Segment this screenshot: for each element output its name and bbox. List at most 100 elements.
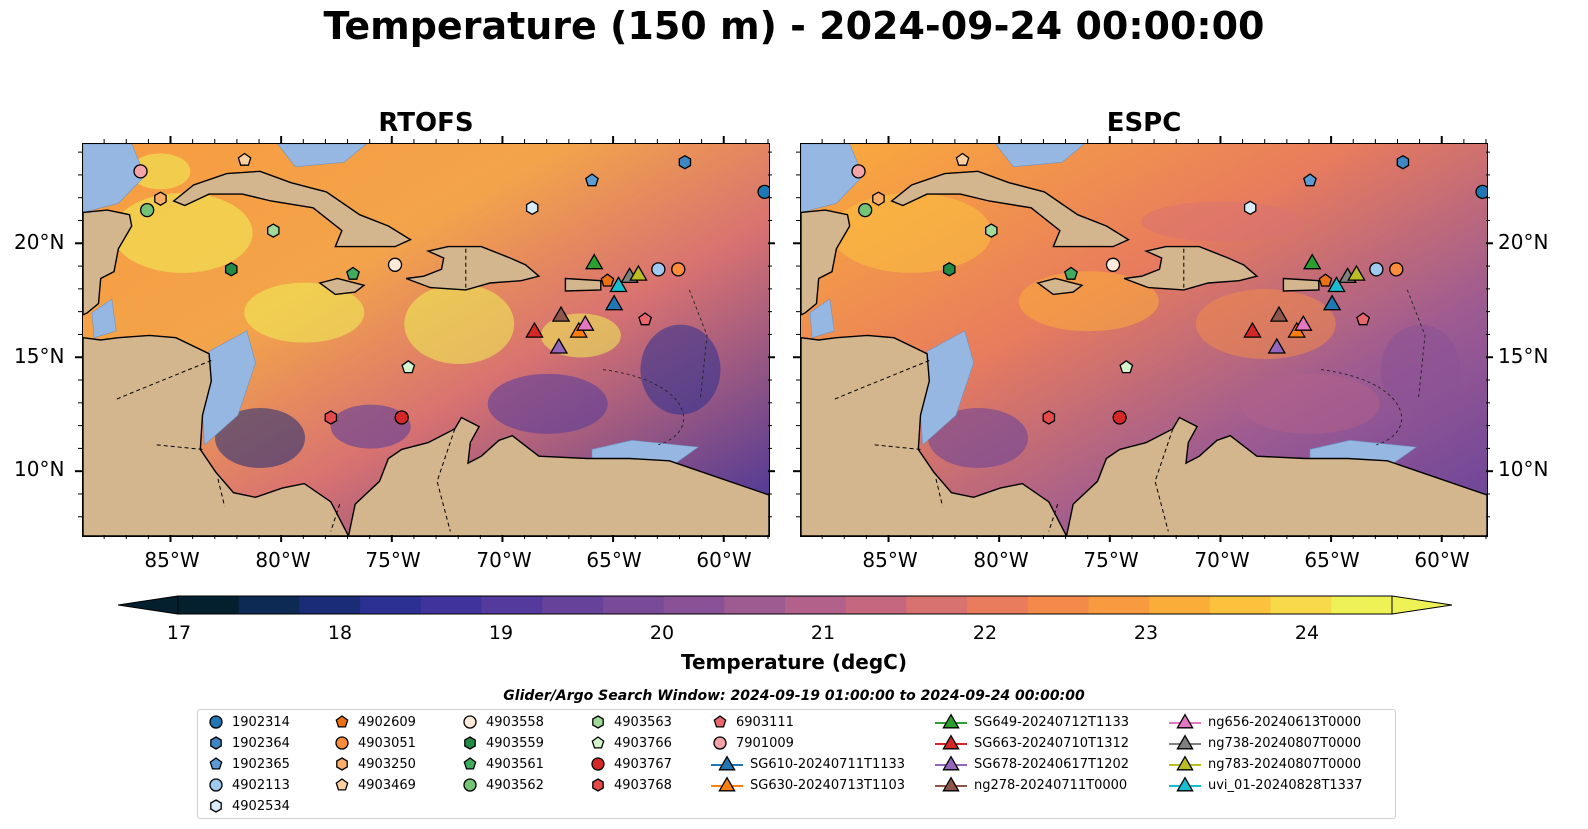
station-marker-triangle (604, 294, 624, 311)
legend-pentagon-marker (713, 715, 727, 728)
legend-label: SG610-20240711T1133 (750, 756, 906, 772)
station-marker-triangle (1269, 305, 1289, 322)
legend-label: 4903051 (358, 735, 416, 751)
country-border (1048, 503, 1059, 532)
circle-marker-icon (463, 715, 477, 729)
temperature-eddy (1195, 289, 1336, 360)
colorbar-segment (1331, 596, 1393, 614)
legend-item-4903250: 4903250 (332, 754, 416, 774)
station-marker-hexagon (224, 262, 238, 277)
legend-label: 4903562 (486, 777, 544, 793)
lat-label-10n-right: 10°N (1498, 457, 1549, 481)
legend-pentagon-marker (335, 715, 349, 728)
legend-label: 4903250 (358, 756, 416, 772)
legend-item-4902113: 4902113 (206, 775, 290, 795)
legend-triangle-marker (718, 776, 736, 792)
main-title: Temperature (150 m) - 2024-09-24 00:00:0… (323, 4, 1265, 48)
gulf-shelf (83, 144, 146, 213)
lon-label-75w-rtofs: 75°W (365, 548, 421, 572)
triangle-line-marker-icon (1169, 755, 1201, 771)
temperature-eddy (244, 282, 365, 343)
map-panel-espc (800, 143, 1488, 537)
colorbar-segment (1270, 596, 1332, 614)
triangle-line-marker-icon (711, 755, 743, 771)
colorbar-segment (845, 596, 907, 614)
jamaica-landmass (1036, 277, 1084, 296)
legend-hexagon-marker (210, 799, 222, 813)
legend-circle-marker (209, 715, 223, 729)
country-border (834, 360, 930, 400)
triangle-line-marker-icon (1169, 713, 1201, 729)
legend-item-4903561: 4903561 (460, 754, 544, 774)
station-marker-triangle (576, 314, 595, 331)
triangle-line-marker-icon (935, 776, 967, 792)
lon-label-65w-espc: 65°W (1304, 548, 1360, 572)
legend-item-ng738: ng738-20240807T0000 (1168, 733, 1361, 753)
station-marker-hexagon (154, 191, 167, 206)
map-canvas-rtofs (83, 144, 769, 536)
legend-circle-marker (463, 778, 477, 792)
legend-item-sg630: SG630-20240713T1103 (710, 775, 905, 795)
lon-label-60w-espc: 60°W (1414, 548, 1470, 572)
temperature-eddy (928, 408, 1029, 468)
station-marker-pentagon (955, 152, 970, 166)
legend-pentagon-marker (335, 778, 349, 791)
lat-label-15n-left: 15°N (14, 344, 65, 368)
legend-triangle-marker (1176, 776, 1194, 792)
panel-title-espc: ESPC (1106, 108, 1182, 138)
station-marker-hexagon (324, 410, 338, 425)
legend-circle-marker (463, 715, 477, 729)
hexagon-marker-icon (210, 799, 222, 813)
colorbar-min-extend (118, 595, 179, 615)
legend-hexagon-marker (592, 715, 604, 729)
station-marker-pentagon (1356, 312, 1371, 326)
legend-item-4903563: 4903563 (588, 712, 672, 732)
station-marker-hexagon (1243, 200, 1257, 216)
hexagon-marker-icon (210, 736, 222, 750)
station-marker-pentagon (638, 312, 653, 326)
legend-triangle-marker (1176, 734, 1194, 750)
campeche-shelf (809, 298, 835, 339)
legend-triangle-marker (1176, 755, 1194, 771)
colorbar-tick-20: 20 (649, 622, 675, 644)
colorbar-tick-24: 24 (1294, 622, 1320, 644)
pentagon-marker-icon (463, 757, 477, 770)
station-marker-circle (133, 164, 148, 179)
gulf-shelf (801, 144, 864, 213)
station-marker-pentagon (401, 359, 416, 374)
lon-label-65w-rtofs: 65°W (586, 548, 642, 572)
colorbar-segment (542, 596, 604, 614)
legend-triangle-marker (718, 755, 736, 771)
circle-marker-icon (209, 715, 223, 729)
legend-label: 4902609 (358, 714, 416, 730)
pentagon-marker-icon (209, 757, 223, 770)
temperature-eddy (330, 404, 411, 449)
legend-label: 1902365 (232, 756, 290, 772)
station-marker-circle (1475, 184, 1487, 200)
colorbar-max-extend (1391, 595, 1452, 615)
legend-item-sg610: SG610-20240711T1133 (710, 754, 905, 774)
station-marker-hexagon (1396, 154, 1410, 170)
station-marker-triangle (1322, 294, 1342, 311)
station-marker-pentagon (1064, 266, 1078, 280)
temperature-eddy (1380, 324, 1461, 415)
legend-hexagon-marker (210, 736, 222, 750)
legend-label: 6903111 (736, 714, 794, 730)
station-marker-pentagon (346, 266, 360, 280)
legend-circle-marker (335, 736, 349, 750)
bahamas-shelf (277, 144, 367, 168)
station-marker-circle (140, 202, 155, 218)
colorbar-segment (360, 596, 422, 614)
station-marker-triangle (1267, 337, 1287, 354)
lon-label-70w-rtofs: 70°W (476, 548, 532, 572)
colorbar-segment (1088, 596, 1150, 614)
temperature-eddy (404, 284, 515, 365)
lon-label-80w-rtofs: 80°W (255, 548, 311, 572)
puerto-rico-landmass (564, 277, 602, 292)
legend-circle-marker (209, 778, 223, 792)
axis-ticks (75, 136, 1493, 542)
legend-pentagon-marker (209, 757, 223, 770)
legend-item-ng278: ng278-20240711T0000 (934, 775, 1127, 795)
legend-label: 4903558 (486, 714, 544, 730)
hexagon-marker-icon (592, 778, 604, 792)
